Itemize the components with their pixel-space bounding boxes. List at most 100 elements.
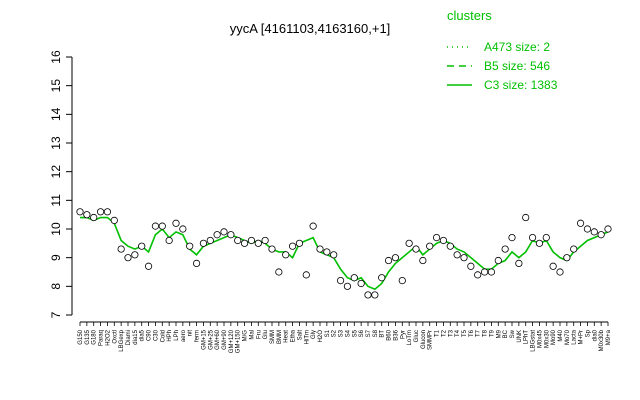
y-tick-label: 8 bbox=[49, 283, 63, 290]
data-point bbox=[405, 239, 413, 247]
data-point bbox=[295, 239, 304, 247]
series-line bbox=[80, 216, 609, 291]
x-tick-label: S4 bbox=[345, 329, 351, 337]
data-point bbox=[583, 225, 592, 233]
data-point bbox=[172, 219, 180, 227]
y-tick-label: 10 bbox=[49, 222, 63, 236]
y-tick-label: 9 bbox=[49, 254, 63, 261]
x-tick-label: S7 bbox=[366, 329, 372, 337]
x-tick-label: H2O bbox=[318, 330, 324, 343]
data-point bbox=[378, 274, 386, 282]
x-tick-label: Paraq bbox=[99, 330, 105, 346]
x-tick-label: M0x45 bbox=[537, 329, 543, 348]
data-point bbox=[302, 271, 310, 279]
x-tick-label: Etha bbox=[291, 329, 297, 342]
data-point bbox=[535, 239, 544, 247]
x-tick-label: S3 bbox=[339, 329, 345, 337]
data-point bbox=[323, 248, 331, 256]
x-tick-label: M40 bbox=[558, 329, 564, 341]
data-point bbox=[199, 239, 208, 247]
data-point bbox=[426, 242, 434, 250]
x-tick-label: G135 bbox=[85, 329, 91, 344]
y-tick-label: 16 bbox=[49, 50, 63, 64]
x-tick-label: B36 bbox=[393, 329, 399, 340]
data-point bbox=[412, 245, 420, 253]
x-tick-label: SMM bbox=[270, 330, 276, 344]
data-point bbox=[460, 254, 468, 262]
x-tick-label: Salt bbox=[297, 330, 303, 341]
data-point bbox=[487, 268, 496, 276]
x-tick-label: Mo90 bbox=[551, 329, 557, 345]
y-tick-label: 15 bbox=[49, 79, 63, 93]
x-tick-label: Gly bbox=[311, 330, 317, 339]
data-point bbox=[240, 239, 249, 247]
x-tick-label: UNK bbox=[517, 330, 523, 343]
data-point bbox=[549, 262, 557, 270]
data-point bbox=[144, 262, 153, 270]
x-tick-label: GM+120 bbox=[229, 329, 235, 353]
data-point bbox=[597, 231, 605, 239]
x-tick-label: BC bbox=[503, 329, 509, 338]
x-tick-label: HPh bbox=[167, 330, 173, 342]
x-tick-label: G150 bbox=[78, 329, 84, 344]
y-tick-label: 7 bbox=[49, 311, 63, 318]
y-tick-label: 13 bbox=[49, 136, 63, 150]
x-tick-label: C30 bbox=[153, 329, 159, 341]
legend-entry: B5 size: 546 bbox=[447, 59, 550, 73]
series-layer bbox=[76, 208, 612, 299]
data-point bbox=[528, 234, 537, 242]
x-tick-label: Fru bbox=[256, 330, 262, 339]
data-point bbox=[186, 242, 194, 250]
data-point bbox=[220, 228, 228, 236]
data-point bbox=[522, 213, 530, 222]
x-tick-label: Oxctl bbox=[112, 330, 118, 344]
x-tick-label: T2 bbox=[441, 329, 447, 337]
x-tick-label: Cold bbox=[160, 330, 166, 342]
data-point bbox=[480, 268, 489, 276]
data-point bbox=[474, 271, 482, 279]
data-point bbox=[90, 213, 98, 222]
y-axis: 7 8 9 10 11 12 13 14 15 16 bbox=[49, 50, 73, 318]
x-tick-label: B60 bbox=[387, 329, 393, 340]
x-tick-label: T4 bbox=[455, 329, 461, 337]
x-tick-label: S5 bbox=[352, 329, 358, 337]
data-point bbox=[453, 251, 461, 259]
data-point bbox=[336, 276, 345, 285]
data-point bbox=[124, 254, 132, 262]
x-tick-label: M/G bbox=[243, 330, 249, 342]
data-point bbox=[96, 208, 105, 216]
x-tick-label: SMMPr bbox=[428, 330, 434, 350]
x-tick-label: aero bbox=[181, 329, 187, 342]
data-point bbox=[138, 242, 146, 250]
x-tick-label: BMM bbox=[277, 330, 283, 344]
data-point bbox=[131, 251, 139, 259]
x-tick-label: M0x30 bbox=[544, 329, 550, 348]
x-tick-label: G180 bbox=[92, 329, 98, 344]
x-tick-label: T3 bbox=[448, 329, 454, 337]
x-tick-label: Pyr bbox=[400, 330, 406, 339]
data-point bbox=[151, 222, 160, 230]
x-tick-label: nit bbox=[188, 330, 194, 337]
data-point bbox=[501, 245, 509, 253]
x-tick-label: GM+90 bbox=[222, 329, 228, 350]
data-point bbox=[316, 245, 324, 253]
y-tick-label: 12 bbox=[49, 165, 63, 179]
data-point bbox=[439, 236, 448, 245]
x-tick-label: Mo70 bbox=[565, 329, 571, 345]
data-point bbox=[206, 236, 214, 245]
x-tick-label: S1 bbox=[325, 329, 331, 337]
data-point bbox=[542, 234, 550, 242]
data-point bbox=[576, 219, 585, 227]
x-tick-label: H2O2 bbox=[105, 329, 111, 345]
x-tick-label: T8 bbox=[483, 329, 489, 337]
legend-title: clusters bbox=[447, 8, 492, 23]
data-point bbox=[261, 236, 269, 245]
data-point bbox=[446, 242, 454, 250]
data-point bbox=[282, 251, 290, 259]
data-point bbox=[563, 254, 571, 262]
data-point bbox=[570, 245, 578, 253]
data-point bbox=[179, 225, 187, 233]
data-point bbox=[419, 256, 427, 265]
legend-entry: A473 size: 2 bbox=[447, 40, 550, 54]
x-tick-label: Glucon bbox=[421, 330, 427, 349]
